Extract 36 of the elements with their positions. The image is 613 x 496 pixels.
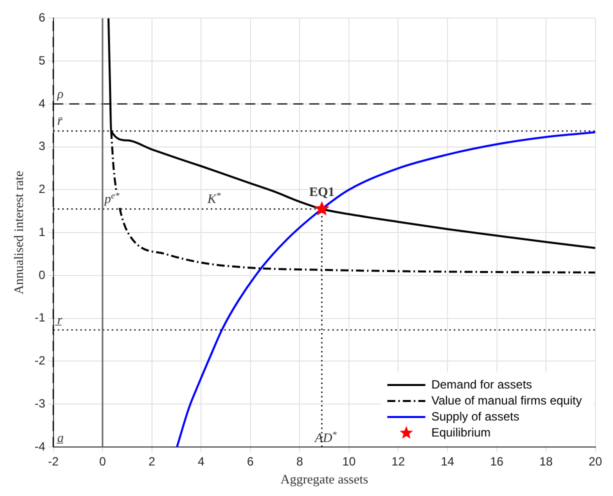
ref-line-label: K* [206, 190, 222, 206]
y-tick-label: -3 [34, 396, 46, 410]
y-axis-title: Annualised interest rate [11, 170, 26, 294]
x-tick-label: -2 [48, 454, 59, 469]
x-tick-label: 12 [392, 454, 406, 469]
ref-line-label: r̄ [57, 112, 64, 128]
y-tick-label: 2 [38, 182, 46, 196]
y-tick-label: -1 [34, 310, 46, 325]
y-tick-label: 1 [38, 224, 46, 239]
x-tick-label: 6 [247, 454, 254, 469]
y-tick-label: 0 [38, 268, 46, 282]
x-tick-label: 0 [99, 454, 106, 469]
ref-line-label: a̲ [56, 430, 64, 445]
x-axis-title: Aggregate assets [280, 472, 368, 487]
y-tick-label: -2 [34, 354, 46, 368]
y-tick-label: 5 [38, 53, 46, 68]
legend-label: Demand for assets [431, 377, 532, 392]
y-tick-label: 4 [38, 96, 46, 110]
x-tick-label: 10 [342, 454, 356, 469]
ref-line-label: AD* [314, 430, 338, 445]
y-tick-label: -4 [34, 439, 46, 454]
y-tick-label: 6 [38, 10, 46, 25]
ref-line-label: ρ [56, 86, 64, 101]
x-tick-label: 16 [490, 454, 504, 469]
x-tick-label: 8 [296, 454, 304, 469]
legend-label: Supply of assets [431, 409, 520, 424]
ref-line-label: r̲ [54, 312, 64, 327]
legend-label: Equilibrium [431, 425, 491, 440]
x-tick-label: 20 [588, 454, 602, 469]
x-tick-label: 2 [148, 454, 156, 469]
x-tick-label: 4 [198, 454, 205, 469]
legend-label: Value of manual firms equity [431, 393, 582, 408]
x-tick-label: 18 [539, 454, 554, 469]
annotation: EQ1 [309, 184, 334, 199]
y-tick-label: 3 [38, 139, 46, 154]
x-tick-label: 14 [440, 454, 454, 469]
